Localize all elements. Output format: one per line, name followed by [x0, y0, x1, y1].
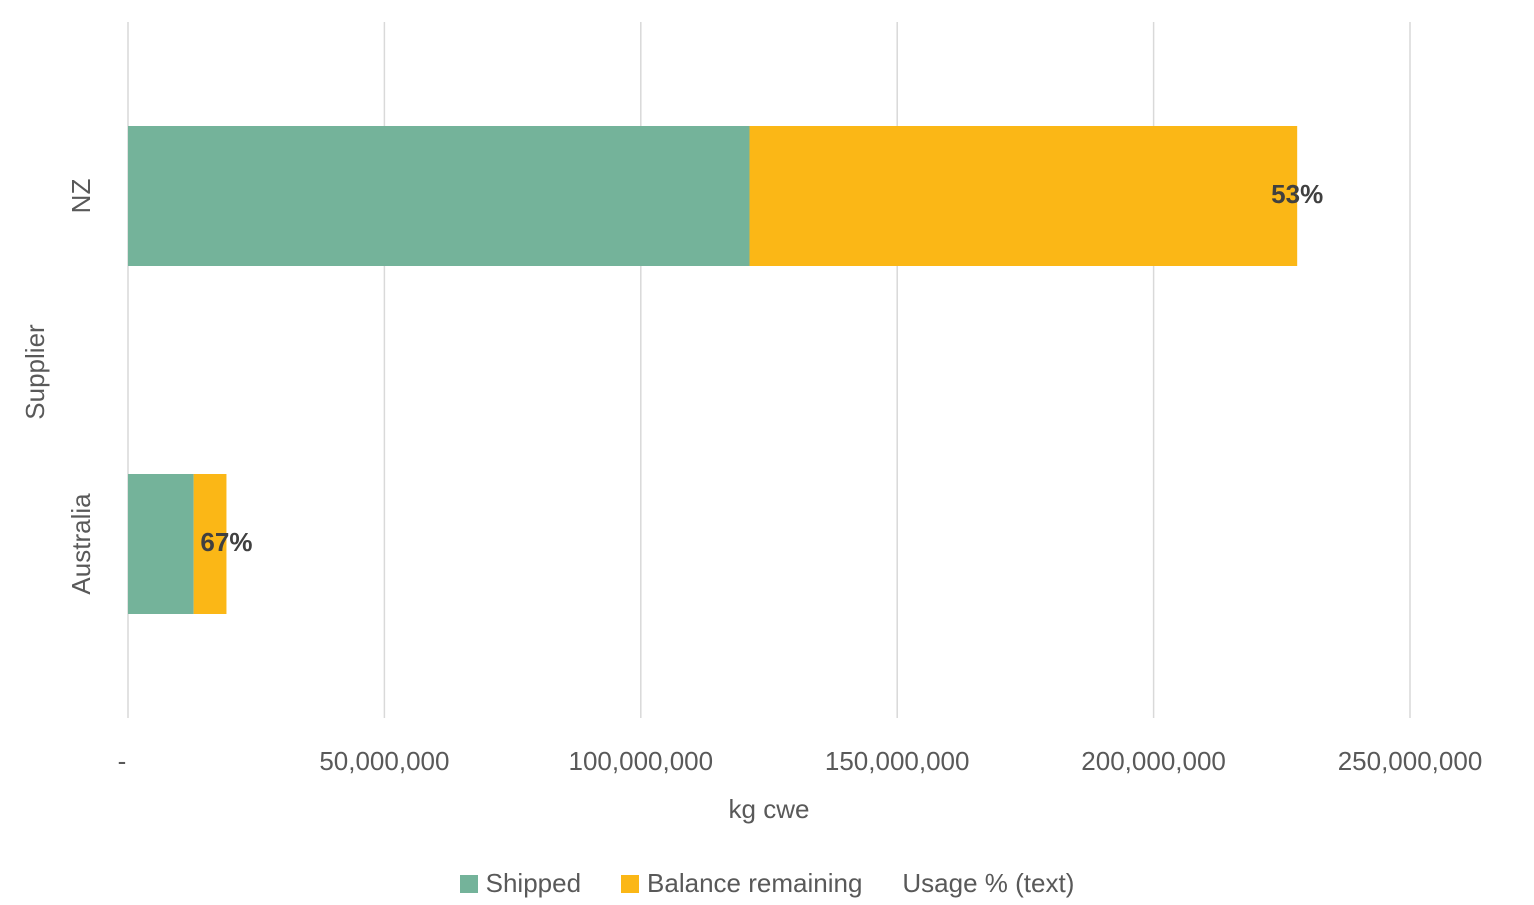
- category-labels: NZ Australia: [66, 179, 96, 595]
- bar-balance-remaining-australia: [193, 474, 227, 614]
- data-labels: 53% 67%: [200, 179, 1323, 557]
- category-label-nz: NZ: [66, 179, 96, 214]
- bars: [128, 126, 1298, 614]
- bar-balance-remaining-nz: [749, 126, 1298, 266]
- legend-swatch: [621, 874, 640, 893]
- data-label-australia: 67%: [200, 527, 252, 557]
- legend-item: Balance remaining: [621, 868, 862, 899]
- data-label-nz: 53%: [1271, 179, 1323, 209]
- chart: - 50,000,000 100,000,000 150,000,000 200,000…: [20, 22, 1483, 824]
- legend-item: Shipped: [459, 868, 582, 899]
- x-tick-label: 100,000,000: [569, 746, 714, 776]
- bar-shipped-nz: [128, 126, 750, 266]
- legend-item: Usage % (text): [902, 868, 1074, 899]
- legend-label: Usage % (text): [902, 868, 1075, 898]
- x-tick-label: 150,000,000: [825, 746, 970, 776]
- legend-swatch: [459, 874, 478, 893]
- y-axis-title: Supplier: [20, 324, 50, 420]
- x-tick-labels: - 50,000,000 100,000,000 150,000,000 200,000…: [118, 746, 1483, 776]
- x-tick-label: -: [118, 746, 127, 776]
- bar-shipped-australia: [128, 474, 194, 614]
- x-axis-title: kg cwe: [729, 794, 810, 824]
- x-tick-label: 250,000,000: [1338, 746, 1483, 776]
- category-label-australia: Australia: [66, 493, 96, 595]
- x-tick-label: 50,000,000: [319, 746, 449, 776]
- legend: Shipped Balance remaining Usage % (text): [0, 868, 1534, 899]
- legend-label: Balance remaining: [647, 868, 863, 898]
- legend-label: Shipped: [485, 868, 582, 898]
- x-tick-label: 200,000,000: [1081, 746, 1226, 776]
